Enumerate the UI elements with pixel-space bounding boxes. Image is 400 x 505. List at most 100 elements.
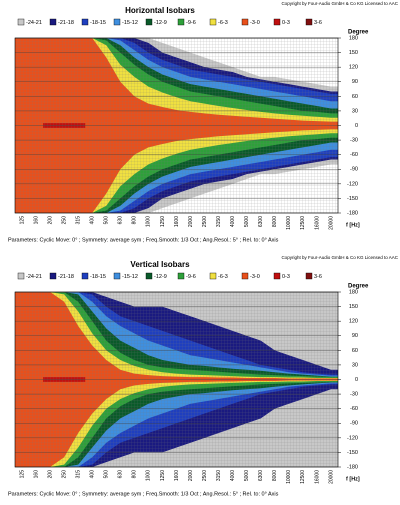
x-tick-label: 500 bbox=[104, 470, 110, 479]
y-tick-label: 150 bbox=[349, 304, 358, 310]
legend-label: -12-9 bbox=[154, 274, 167, 280]
x-tick-label: 315 bbox=[76, 470, 82, 479]
x-tick-label: 315 bbox=[76, 216, 82, 225]
x-tick-label: 1600 bbox=[174, 470, 180, 481]
legend-swatch bbox=[113, 272, 121, 280]
legend-swatch bbox=[177, 18, 185, 26]
x-tick-label: 5000 bbox=[244, 470, 250, 481]
x-tick-label: 2000 bbox=[188, 216, 194, 227]
parameters: Parameters: Cyclic Move: 0° ; Symmetry: … bbox=[8, 491, 279, 497]
legend-label: -12-9 bbox=[154, 20, 167, 26]
legend-label: -18-15 bbox=[90, 274, 106, 280]
x-tick-label: 3150 bbox=[216, 216, 222, 227]
y-tick-label: -30 bbox=[350, 138, 358, 144]
legend-label: 0-3 bbox=[282, 274, 290, 280]
x-tick-label: 1000 bbox=[146, 470, 152, 481]
chart-title: Vertical Isobars bbox=[130, 260, 190, 269]
y-tick-label: 0 bbox=[355, 377, 358, 383]
x-tick-label: 250 bbox=[61, 470, 67, 479]
x-tick-label: 4000 bbox=[230, 216, 236, 227]
y-tick-label: -90 bbox=[350, 421, 358, 427]
legend-swatch bbox=[305, 18, 313, 26]
x-tick-label: 20000 bbox=[328, 216, 334, 230]
x-tick-label: 1250 bbox=[160, 470, 166, 481]
legend-label: 3-6 bbox=[314, 20, 322, 26]
y-tick-label: -150 bbox=[347, 450, 358, 456]
legend-label: -21-18 bbox=[58, 20, 74, 26]
x-tick-label: 125 bbox=[19, 216, 25, 225]
legend-label: -18-15 bbox=[90, 20, 106, 26]
x-tick-label: 400 bbox=[90, 470, 96, 479]
y-tick-label: 90 bbox=[352, 333, 358, 339]
x-tick-label: 1250 bbox=[160, 216, 166, 227]
x-axis-label: f [Hz] bbox=[346, 222, 360, 228]
legend-swatch bbox=[177, 272, 185, 280]
x-tick-label: 8000 bbox=[272, 470, 278, 481]
x-tick-label: 160 bbox=[33, 470, 39, 479]
legend-label: -6-3 bbox=[218, 274, 228, 280]
y-tick-label: -90 bbox=[350, 167, 358, 173]
x-tick-label: 10000 bbox=[286, 216, 292, 230]
x-tick-label: 2500 bbox=[202, 470, 208, 481]
x-tick-label: 630 bbox=[118, 470, 124, 479]
x-tick-label: 20000 bbox=[328, 470, 334, 484]
y-tick-label: -180 bbox=[347, 464, 358, 470]
x-tick-label: 400 bbox=[90, 216, 96, 225]
y-tick-label: 60 bbox=[352, 94, 358, 100]
x-tick-label: 5000 bbox=[244, 216, 250, 227]
x-tick-label: 500 bbox=[104, 216, 110, 225]
x-tick-label: 125 bbox=[19, 470, 25, 479]
y-tick-label: 120 bbox=[349, 319, 358, 325]
legend-swatch bbox=[113, 18, 121, 26]
legend-swatch bbox=[241, 272, 249, 280]
y-tick-label: 30 bbox=[352, 108, 358, 114]
chart-title: Horizontal Isobars bbox=[125, 6, 195, 15]
legend-label: -3-0 bbox=[250, 20, 260, 26]
y-tick-label: 180 bbox=[349, 289, 358, 295]
x-tick-label: 250 bbox=[61, 216, 67, 225]
x-tick-label: 12500 bbox=[300, 216, 306, 230]
legend-swatch bbox=[209, 18, 217, 26]
chart-panel: Copyright by Four-Audio GmbH & Co KG Lic… bbox=[8, 1, 399, 243]
x-tick-label: 800 bbox=[132, 216, 138, 225]
x-tick-label: 630 bbox=[118, 216, 124, 225]
legend-swatch bbox=[17, 272, 25, 280]
legend-label: -9-6 bbox=[186, 274, 196, 280]
x-tick-label: 800 bbox=[132, 470, 138, 479]
legend-label: 3-6 bbox=[314, 274, 322, 280]
y-axis-label: Degree bbox=[348, 284, 369, 290]
x-tick-label: 4000 bbox=[230, 470, 236, 481]
legend-swatch bbox=[49, 18, 57, 26]
x-tick-label: 160 bbox=[33, 216, 39, 225]
legend-swatch bbox=[209, 272, 217, 280]
y-tick-label: -180 bbox=[347, 210, 358, 216]
x-tick-label: 200 bbox=[47, 470, 53, 479]
legend-label: -15-12 bbox=[122, 20, 138, 26]
y-tick-label: 60 bbox=[352, 348, 358, 354]
legend-label: -24-21 bbox=[26, 20, 42, 26]
legend-swatch bbox=[273, 18, 281, 26]
legend-swatch bbox=[17, 18, 25, 26]
plot-frame bbox=[14, 37, 339, 214]
legend-label: -9-6 bbox=[186, 20, 196, 26]
legend-label: -21-18 bbox=[58, 274, 74, 280]
copyright: Copyright by Four-Audio GmbH & Co KG Lic… bbox=[281, 255, 398, 260]
y-tick-label: -120 bbox=[347, 181, 358, 187]
y-tick-label: 150 bbox=[349, 50, 358, 56]
x-tick-label: 6300 bbox=[258, 216, 264, 227]
y-tick-label: 180 bbox=[349, 35, 358, 41]
legend-swatch bbox=[81, 18, 89, 26]
copyright: Copyright by Four-Audio GmbH & Co KG Lic… bbox=[281, 1, 398, 6]
y-tick-label: -150 bbox=[347, 196, 358, 202]
parameters: Parameters: Cyclic Move: 0° ; Symmetry: … bbox=[8, 237, 279, 243]
x-tick-label: 2500 bbox=[202, 216, 208, 227]
x-tick-label: 16000 bbox=[314, 216, 320, 230]
y-tick-label: 0 bbox=[355, 123, 358, 129]
x-axis-label: f [Hz] bbox=[346, 476, 360, 482]
legend-swatch bbox=[305, 272, 313, 280]
y-tick-label: 30 bbox=[352, 362, 358, 368]
legend-swatch bbox=[241, 18, 249, 26]
legend-swatch bbox=[145, 18, 153, 26]
y-tick-label: -60 bbox=[350, 406, 358, 412]
